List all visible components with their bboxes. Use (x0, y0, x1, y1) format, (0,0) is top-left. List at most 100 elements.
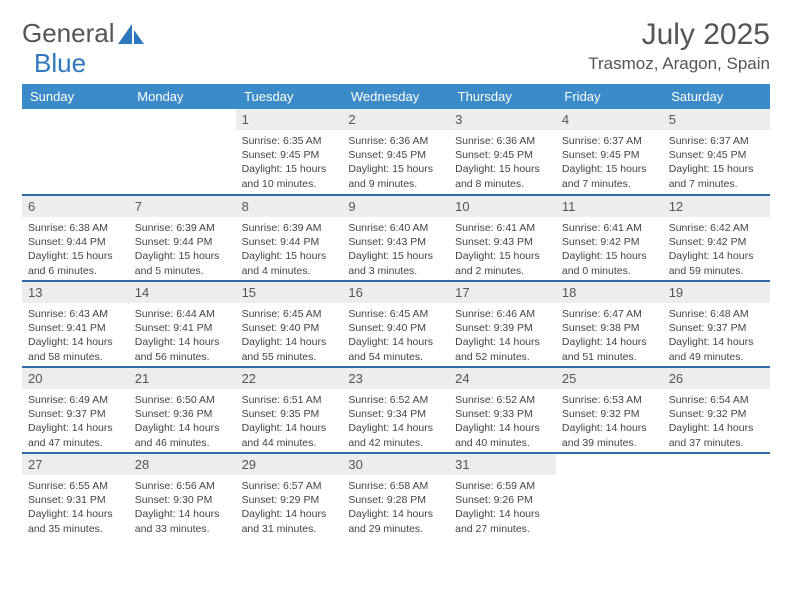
day-number: 9 (342, 196, 449, 217)
day-number: 25 (556, 368, 663, 389)
weekday-header: Friday (556, 84, 663, 109)
calendar-day-cell: 9Sunrise: 6:40 AMSunset: 9:43 PMDaylight… (342, 195, 449, 281)
weekday-header: Sunday (22, 84, 129, 109)
day-details: Sunrise: 6:41 AMSunset: 9:42 PMDaylight:… (556, 217, 663, 280)
day-details: Sunrise: 6:50 AMSunset: 9:36 PMDaylight:… (129, 389, 236, 452)
day-number: 22 (236, 368, 343, 389)
day-number: 4 (556, 109, 663, 130)
calendar-day-cell: 11Sunrise: 6:41 AMSunset: 9:42 PMDayligh… (556, 195, 663, 281)
calendar-day-cell: 29Sunrise: 6:57 AMSunset: 9:29 PMDayligh… (236, 453, 343, 539)
day-details: Sunrise: 6:45 AMSunset: 9:40 PMDaylight:… (342, 303, 449, 366)
day-number: 20 (22, 368, 129, 389)
day-details: Sunrise: 6:53 AMSunset: 9:32 PMDaylight:… (556, 389, 663, 452)
day-number: 29 (236, 454, 343, 475)
calendar-day-cell: 6Sunrise: 6:38 AMSunset: 9:44 PMDaylight… (22, 195, 129, 281)
calendar-day-cell: 26Sunrise: 6:54 AMSunset: 9:32 PMDayligh… (663, 367, 770, 453)
day-details: Sunrise: 6:57 AMSunset: 9:29 PMDaylight:… (236, 475, 343, 538)
day-details: Sunrise: 6:45 AMSunset: 9:40 PMDaylight:… (236, 303, 343, 366)
calendar-day-cell: 28Sunrise: 6:56 AMSunset: 9:30 PMDayligh… (129, 453, 236, 539)
day-number: 19 (663, 282, 770, 303)
calendar-day-cell: 22Sunrise: 6:51 AMSunset: 9:35 PMDayligh… (236, 367, 343, 453)
day-details: Sunrise: 6:56 AMSunset: 9:30 PMDaylight:… (129, 475, 236, 538)
calendar-day-cell: 18Sunrise: 6:47 AMSunset: 9:38 PMDayligh… (556, 281, 663, 367)
header: General July 2025 Trasmoz, Aragon, Spain (22, 18, 770, 74)
day-details: Sunrise: 6:48 AMSunset: 9:37 PMDaylight:… (663, 303, 770, 366)
calendar-week-row: 6Sunrise: 6:38 AMSunset: 9:44 PMDaylight… (22, 195, 770, 281)
day-number: 3 (449, 109, 556, 130)
day-details: Sunrise: 6:54 AMSunset: 9:32 PMDaylight:… (663, 389, 770, 452)
logo: General (22, 18, 144, 49)
calendar-day-cell: 4Sunrise: 6:37 AMSunset: 9:45 PMDaylight… (556, 109, 663, 195)
day-details: Sunrise: 6:55 AMSunset: 9:31 PMDaylight:… (22, 475, 129, 538)
calendar-week-row: 27Sunrise: 6:55 AMSunset: 9:31 PMDayligh… (22, 453, 770, 539)
calendar-week-row: 20Sunrise: 6:49 AMSunset: 9:37 PMDayligh… (22, 367, 770, 453)
day-details: Sunrise: 6:47 AMSunset: 9:38 PMDaylight:… (556, 303, 663, 366)
day-number: 26 (663, 368, 770, 389)
day-details: Sunrise: 6:36 AMSunset: 9:45 PMDaylight:… (449, 130, 556, 193)
day-details: Sunrise: 6:43 AMSunset: 9:41 PMDaylight:… (22, 303, 129, 366)
calendar-day-cell: 31Sunrise: 6:59 AMSunset: 9:26 PMDayligh… (449, 453, 556, 539)
day-details: Sunrise: 6:52 AMSunset: 9:33 PMDaylight:… (449, 389, 556, 452)
day-details: Sunrise: 6:46 AMSunset: 9:39 PMDaylight:… (449, 303, 556, 366)
weekday-header: Wednesday (342, 84, 449, 109)
day-number: 17 (449, 282, 556, 303)
day-details: Sunrise: 6:36 AMSunset: 9:45 PMDaylight:… (342, 130, 449, 193)
calendar-day-cell: 20Sunrise: 6:49 AMSunset: 9:37 PMDayligh… (22, 367, 129, 453)
calendar-day-cell: .. (129, 109, 236, 195)
weekday-header: Monday (129, 84, 236, 109)
day-number: 6 (22, 196, 129, 217)
calendar-day-cell: 30Sunrise: 6:58 AMSunset: 9:28 PMDayligh… (342, 453, 449, 539)
day-details: Sunrise: 6:35 AMSunset: 9:45 PMDaylight:… (236, 130, 343, 193)
day-number: 5 (663, 109, 770, 130)
calendar-week-row: 13Sunrise: 6:43 AMSunset: 9:41 PMDayligh… (22, 281, 770, 367)
location: Trasmoz, Aragon, Spain (588, 54, 770, 74)
day-number: 2 (342, 109, 449, 130)
day-number: 27 (22, 454, 129, 475)
day-details: Sunrise: 6:49 AMSunset: 9:37 PMDaylight:… (22, 389, 129, 452)
day-details: Sunrise: 6:51 AMSunset: 9:35 PMDaylight:… (236, 389, 343, 452)
day-details: Sunrise: 6:38 AMSunset: 9:44 PMDaylight:… (22, 217, 129, 280)
day-number: 18 (556, 282, 663, 303)
weekday-header: Thursday (449, 84, 556, 109)
day-number: 13 (22, 282, 129, 303)
day-details: Sunrise: 6:59 AMSunset: 9:26 PMDaylight:… (449, 475, 556, 538)
calendar-day-cell: 8Sunrise: 6:39 AMSunset: 9:44 PMDaylight… (236, 195, 343, 281)
calendar-day-cell: 2Sunrise: 6:36 AMSunset: 9:45 PMDaylight… (342, 109, 449, 195)
day-number: 23 (342, 368, 449, 389)
calendar-day-cell: 25Sunrise: 6:53 AMSunset: 9:32 PMDayligh… (556, 367, 663, 453)
day-details: Sunrise: 6:44 AMSunset: 9:41 PMDaylight:… (129, 303, 236, 366)
calendar-day-cell: 7Sunrise: 6:39 AMSunset: 9:44 PMDaylight… (129, 195, 236, 281)
calendar-day-cell: .. (556, 453, 663, 539)
day-details: Sunrise: 6:39 AMSunset: 9:44 PMDaylight:… (236, 217, 343, 280)
calendar-day-cell: 23Sunrise: 6:52 AMSunset: 9:34 PMDayligh… (342, 367, 449, 453)
day-number: 15 (236, 282, 343, 303)
day-details: Sunrise: 6:37 AMSunset: 9:45 PMDaylight:… (663, 130, 770, 193)
calendar-day-cell: 3Sunrise: 6:36 AMSunset: 9:45 PMDaylight… (449, 109, 556, 195)
calendar-day-cell: 1Sunrise: 6:35 AMSunset: 9:45 PMDaylight… (236, 109, 343, 195)
day-details: Sunrise: 6:42 AMSunset: 9:42 PMDaylight:… (663, 217, 770, 280)
calendar-day-cell: 5Sunrise: 6:37 AMSunset: 9:45 PMDaylight… (663, 109, 770, 195)
calendar-day-cell: 14Sunrise: 6:44 AMSunset: 9:41 PMDayligh… (129, 281, 236, 367)
logo-text-b: Blue (34, 48, 86, 79)
day-number: 8 (236, 196, 343, 217)
day-number: 21 (129, 368, 236, 389)
day-details: Sunrise: 6:52 AMSunset: 9:34 PMDaylight:… (342, 389, 449, 452)
day-details: Sunrise: 6:37 AMSunset: 9:45 PMDaylight:… (556, 130, 663, 193)
calendar-day-cell: .. (22, 109, 129, 195)
calendar-table: Sunday Monday Tuesday Wednesday Thursday… (22, 84, 770, 539)
calendar-day-cell: 17Sunrise: 6:46 AMSunset: 9:39 PMDayligh… (449, 281, 556, 367)
calendar-day-cell: 13Sunrise: 6:43 AMSunset: 9:41 PMDayligh… (22, 281, 129, 367)
weekday-header: Saturday (663, 84, 770, 109)
calendar-day-cell: 24Sunrise: 6:52 AMSunset: 9:33 PMDayligh… (449, 367, 556, 453)
title-block: July 2025 Trasmoz, Aragon, Spain (588, 18, 770, 74)
day-number: 1 (236, 109, 343, 130)
day-number: 14 (129, 282, 236, 303)
day-number: 7 (129, 196, 236, 217)
day-number: 28 (129, 454, 236, 475)
calendar-day-cell: 10Sunrise: 6:41 AMSunset: 9:43 PMDayligh… (449, 195, 556, 281)
day-details: Sunrise: 6:39 AMSunset: 9:44 PMDaylight:… (129, 217, 236, 280)
logo-sail-icon (118, 24, 144, 44)
calendar-day-cell: 15Sunrise: 6:45 AMSunset: 9:40 PMDayligh… (236, 281, 343, 367)
day-details: Sunrise: 6:58 AMSunset: 9:28 PMDaylight:… (342, 475, 449, 538)
day-number: 11 (556, 196, 663, 217)
